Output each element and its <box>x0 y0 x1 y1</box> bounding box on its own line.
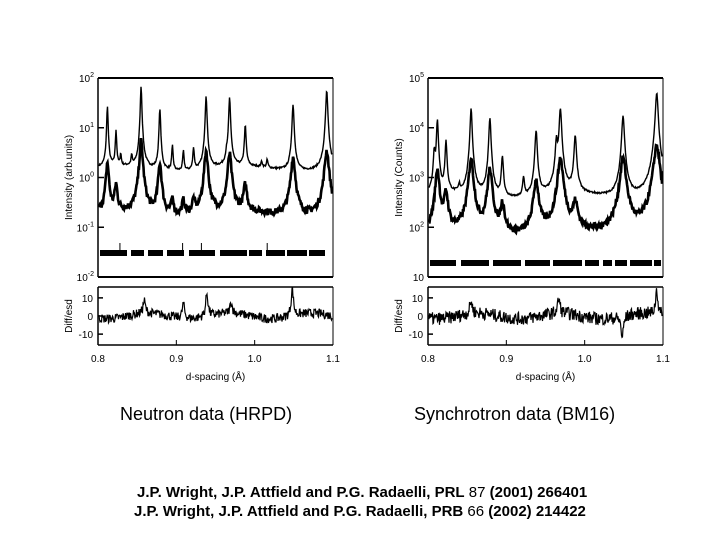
chart-synchrotron: 10 102 103 104 105 Intensity (Counts) 10 0 -10 Di… <box>394 72 670 383</box>
x-axis-label: d-spacing (Å) <box>186 370 245 383</box>
svg-text:10: 10 <box>82 294 94 305</box>
reflection-markers <box>100 243 325 256</box>
svg-text:0.8: 0.8 <box>91 354 105 365</box>
difference-curve <box>428 288 663 339</box>
y-axis-label: Intensity (Counts) <box>394 138 405 216</box>
series-lower-pattern <box>428 143 664 236</box>
svg-text:102: 102 <box>409 221 424 234</box>
svg-text:1.0: 1.0 <box>578 354 592 365</box>
svg-text:Diff/esd: Diff/esd <box>394 299 405 333</box>
svg-text:1.0: 1.0 <box>248 354 262 365</box>
svg-text:102: 102 <box>79 72 94 85</box>
svg-text:10: 10 <box>412 294 424 305</box>
reference-prb: J.P. Wright, J.P. Attfield and P.G. Rada… <box>134 503 586 520</box>
caption-neutron: Neutron data (HRPD) <box>120 404 293 424</box>
svg-text:1.1: 1.1 <box>656 354 670 365</box>
svg-text:101: 101 <box>79 122 94 135</box>
svg-text:Diff/esd: Diff/esd <box>64 299 75 333</box>
reflection-markers <box>430 260 661 266</box>
y-axis-label: Intensity (arb.units) <box>64 135 75 220</box>
svg-text:0: 0 <box>417 312 423 323</box>
difference-curve <box>98 286 333 325</box>
reference-prl: J.P. Wright, J.P. Attfield and P.G. Rada… <box>137 484 588 501</box>
difference-panel: 10 0 -10 Diff/esd 0.8 0.9 1.0 1.1 d-spacing (Å) <box>394 286 670 383</box>
svg-text:-10: -10 <box>409 330 424 341</box>
svg-text:0.9: 0.9 <box>499 354 513 365</box>
svg-text:103: 103 <box>409 172 424 185</box>
svg-text:10-2: 10-2 <box>77 271 94 284</box>
svg-text:10-1: 10-1 <box>77 221 94 234</box>
svg-text:1.1: 1.1 <box>326 354 340 365</box>
svg-text:104: 104 <box>409 122 424 135</box>
difference-panel: 10 0 -10 Diff/esd 0.8 0.9 1.0 1.1 d-spacing (Å) <box>64 286 340 383</box>
series-upper-pattern <box>98 86 333 171</box>
svg-text:105: 105 <box>409 72 424 85</box>
x-axis-label: d-spacing (Å) <box>516 370 575 383</box>
svg-text:-10: -10 <box>79 330 94 341</box>
caption-synchrotron: Synchrotron data (BM16) <box>414 404 616 424</box>
svg-text:0.8: 0.8 <box>421 354 435 365</box>
svg-text:100: 100 <box>79 172 94 185</box>
series-upper-pattern <box>428 92 663 198</box>
series-lower-pattern <box>97 137 334 219</box>
svg-text:10: 10 <box>413 273 425 284</box>
svg-text:0: 0 <box>87 312 93 323</box>
svg-text:0.9: 0.9 <box>169 354 183 365</box>
